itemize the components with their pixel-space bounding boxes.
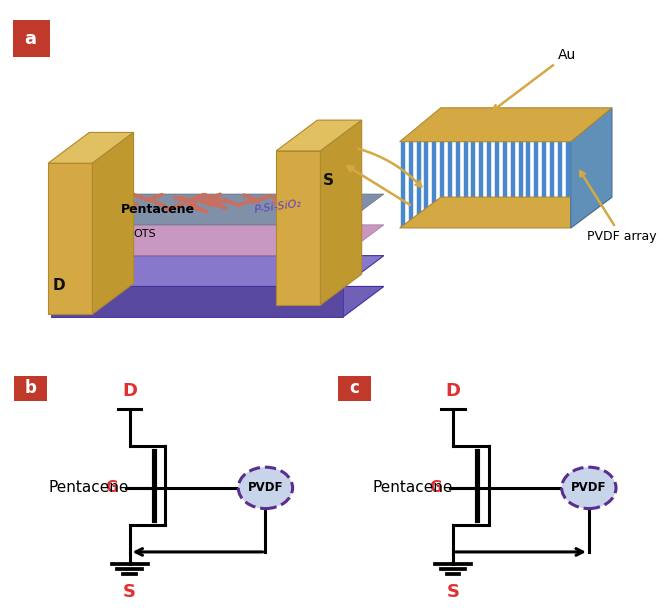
Text: PVDF: PVDF — [571, 481, 607, 495]
Text: c: c — [349, 379, 359, 397]
Polygon shape — [400, 108, 612, 142]
Text: S: S — [447, 583, 459, 601]
Polygon shape — [276, 120, 362, 151]
Polygon shape — [48, 163, 92, 314]
Text: D: D — [122, 382, 137, 400]
Text: D: D — [53, 278, 65, 293]
Text: Au: Au — [493, 47, 576, 111]
Polygon shape — [51, 256, 384, 286]
Text: b: b — [25, 379, 37, 397]
Text: P-Si-SiO₂: P-Si-SiO₂ — [254, 198, 303, 214]
Text: Pentacene: Pentacene — [372, 480, 453, 495]
Polygon shape — [571, 108, 612, 228]
Polygon shape — [276, 151, 321, 305]
FancyBboxPatch shape — [15, 376, 48, 400]
Text: S: S — [123, 583, 136, 601]
Text: D: D — [446, 382, 461, 400]
Text: G: G — [106, 480, 118, 495]
Polygon shape — [321, 120, 362, 305]
Circle shape — [562, 467, 616, 509]
Polygon shape — [400, 197, 612, 228]
Polygon shape — [51, 286, 343, 317]
Text: OTS: OTS — [133, 229, 156, 239]
Polygon shape — [48, 132, 133, 163]
Circle shape — [238, 467, 292, 509]
Text: a: a — [24, 30, 36, 47]
Text: G: G — [429, 480, 442, 495]
FancyBboxPatch shape — [338, 376, 371, 400]
Text: S: S — [322, 173, 333, 188]
FancyBboxPatch shape — [11, 20, 50, 57]
Text: PVDF: PVDF — [248, 481, 283, 495]
Polygon shape — [51, 194, 384, 225]
Text: Pentacene: Pentacene — [49, 480, 129, 495]
Text: PVDF array: PVDF array — [580, 171, 656, 243]
Polygon shape — [51, 286, 384, 317]
Text: Pentacene: Pentacene — [121, 203, 195, 216]
Polygon shape — [51, 225, 384, 256]
Polygon shape — [92, 132, 133, 314]
